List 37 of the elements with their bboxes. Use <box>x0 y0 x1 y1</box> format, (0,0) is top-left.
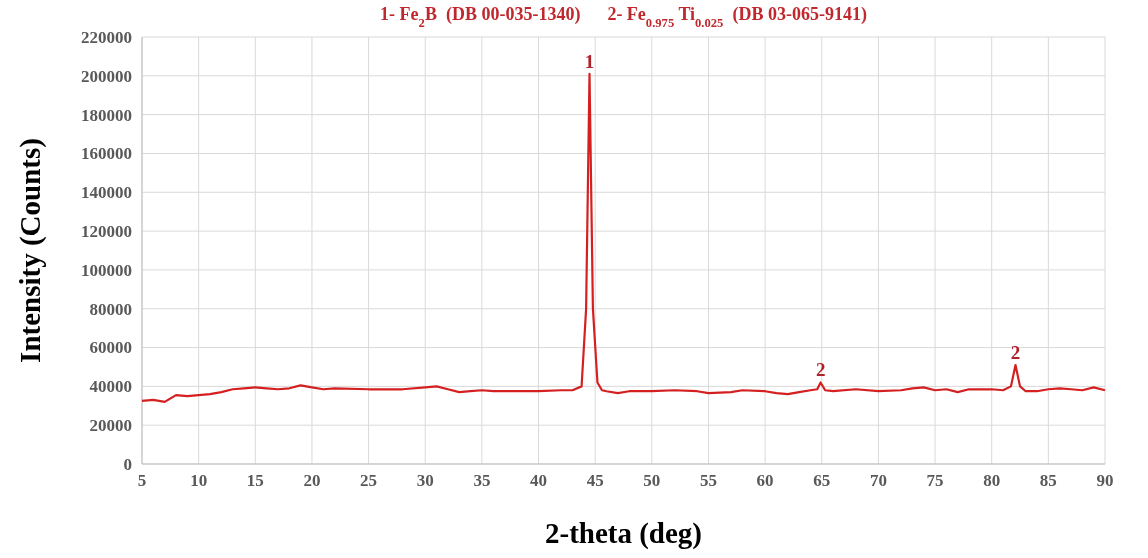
y-tick-label: 220000 <box>81 27 132 47</box>
x-tick-label: 15 <box>246 471 264 490</box>
y-tick-label: 0 <box>123 454 132 474</box>
y-tick-label: 140000 <box>81 183 132 203</box>
x-tick-label: 40 <box>530 471 548 490</box>
x-tick-label: 85 <box>1039 471 1057 490</box>
y-tick-label: 60000 <box>89 338 132 358</box>
y-tick-label: 180000 <box>81 105 132 125</box>
x-tick-label: 35 <box>473 471 491 490</box>
x-tick-label: 10 <box>190 471 208 490</box>
x-tick-label: 55 <box>699 471 717 490</box>
x-tick-label: 90 <box>1096 471 1114 490</box>
y-tick-label: 200000 <box>81 66 132 86</box>
x-tick-label: 5 <box>137 471 147 490</box>
y-tick-label: 40000 <box>89 377 132 397</box>
y-tick-label: 80000 <box>89 299 132 319</box>
annotation: 2 <box>815 359 826 381</box>
annotation: 2 <box>1010 342 1021 364</box>
x-tick-label: 75 <box>926 471 944 490</box>
chart-title: 1- Fe$_{2}$B (DB 00-035-1340) 2- Fe$_{0.975}$ Ti$_{0.025}$ (DB 03-065-9141) <box>380 4 867 30</box>
annotation: 1 <box>584 50 595 72</box>
x-tick-label: 65 <box>813 471 831 490</box>
y-tick-label: 100000 <box>81 260 132 280</box>
x-tick-label: 80 <box>983 471 1001 490</box>
y-tick-label: 160000 <box>81 144 132 164</box>
x-axis-title: 2-theta (deg) <box>544 517 703 550</box>
y-tick-label: 20000 <box>89 416 132 436</box>
x-tick-label: 70 <box>869 471 887 490</box>
line-series <box>140 72 1107 403</box>
y-axis-title: Intensity (Counts) <box>14 138 47 363</box>
x-tick-label: 45 <box>586 471 604 490</box>
x-tick-label: 30 <box>416 471 434 490</box>
x-tick-label: 20 <box>303 471 321 490</box>
y-tick-label: 120000 <box>81 222 132 242</box>
x-tick-label: 25 <box>360 471 378 490</box>
x-tick-label: 60 <box>756 471 774 490</box>
x-tick-label: 50 <box>643 471 661 490</box>
